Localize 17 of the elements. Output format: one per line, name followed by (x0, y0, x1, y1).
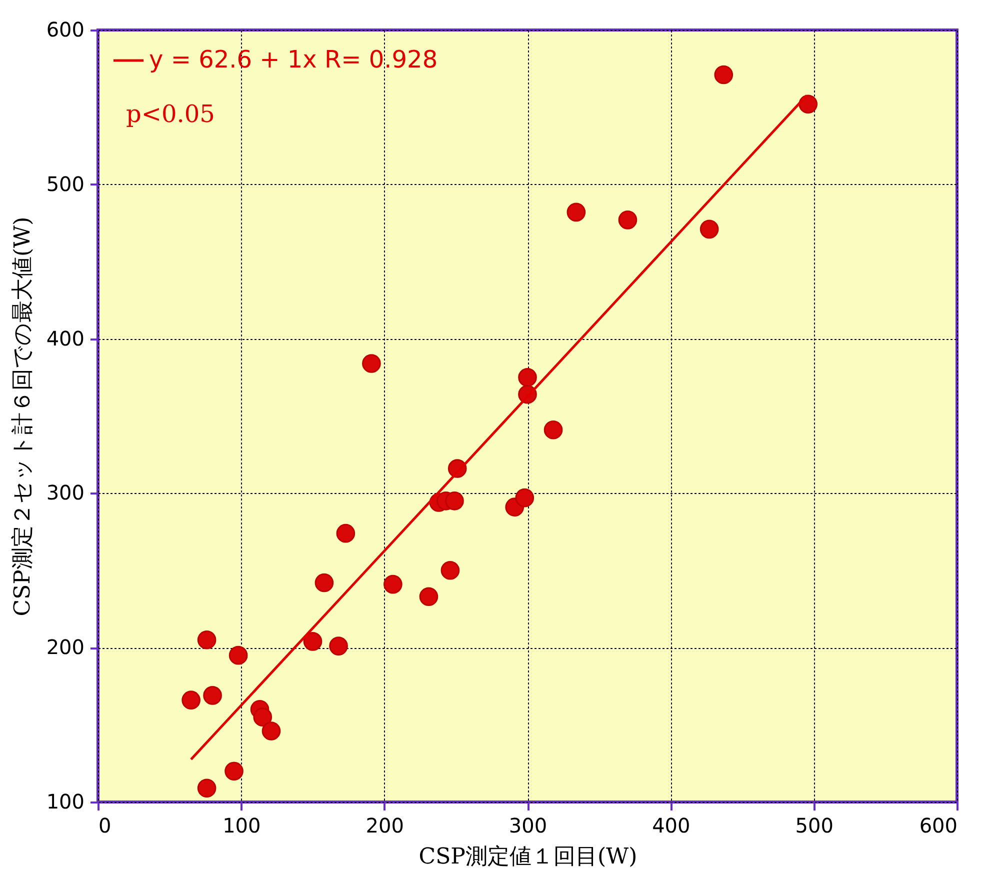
x-tick-label: 600 (919, 814, 958, 838)
y-tick-label: 200 (46, 635, 84, 660)
y-tick-label: 400 (46, 326, 84, 350)
y-axis-title: CSP測定２セット計６回での最大値(W) (10, 216, 36, 616)
x-tick-label: 500 (795, 814, 834, 838)
x-tick-label: 0 (98, 814, 112, 838)
y-tick-label: 600 (46, 18, 84, 42)
x-axis-title: CSP測定値１回目(W) (418, 844, 638, 870)
x-tick-label: 300 (508, 814, 548, 838)
x-tick-label: 400 (652, 814, 690, 838)
y-tick-label: 300 (46, 480, 84, 505)
y-tick-label: 100 (46, 790, 84, 814)
x-tick-label: 100 (222, 814, 261, 838)
x-tick-label: 200 (366, 814, 404, 838)
annotation: p<0.05 (126, 100, 215, 128)
legend-label: y = 62.6 + 1x R= 0.928 (149, 46, 438, 74)
y-tick-label: 500 (46, 172, 84, 196)
